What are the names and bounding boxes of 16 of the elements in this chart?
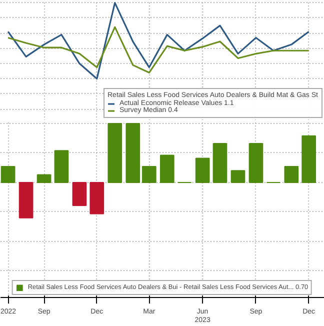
bar: [90, 182, 104, 214]
bar: [126, 122, 140, 183]
bar: [108, 122, 122, 183]
bar: [36, 174, 52, 183]
bar: [248, 143, 264, 183]
bar: [230, 170, 246, 183]
bar: [284, 166, 299, 183]
bar: [195, 158, 210, 183]
bar: [0, 166, 16, 183]
bar: [302, 135, 316, 183]
bar: [160, 154, 174, 183]
bar: [72, 182, 87, 206]
bar: [142, 166, 156, 183]
bar: [54, 150, 69, 183]
bar: [212, 143, 228, 183]
bar: [18, 182, 34, 218]
